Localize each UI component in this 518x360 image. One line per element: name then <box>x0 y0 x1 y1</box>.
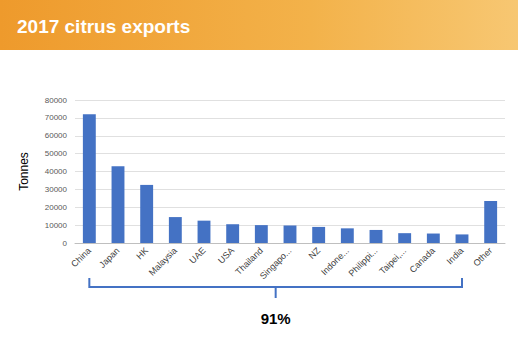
svg-text:30000: 30000 <box>45 185 68 194</box>
svg-text:40000: 40000 <box>45 167 68 176</box>
svg-text:Canada: Canada <box>408 245 437 274</box>
svg-text:Japan: Japan <box>97 245 121 269</box>
svg-text:HK: HK <box>134 245 150 261</box>
svg-text:NZ: NZ <box>307 245 323 261</box>
svg-text:UAE: UAE <box>187 245 207 265</box>
svg-text:80000: 80000 <box>45 96 68 105</box>
svg-text:USA: USA <box>216 245 236 265</box>
svg-text:60000: 60000 <box>45 131 68 140</box>
svg-text:Thailand: Thailand <box>233 245 265 277</box>
svg-text:70000: 70000 <box>45 113 68 122</box>
svg-text:China: China <box>69 245 93 269</box>
svg-text:20000: 20000 <box>45 203 68 212</box>
svg-text:India: India <box>445 245 466 266</box>
svg-text:Indone...: Indone... <box>319 245 351 277</box>
svg-text:50000: 50000 <box>45 149 68 158</box>
svg-text:Tonnes: Tonnes <box>17 152 31 191</box>
svg-text:Other: Other <box>471 245 494 268</box>
svg-text:0: 0 <box>63 239 68 248</box>
svg-text:Malaysia: Malaysia <box>147 245 179 277</box>
svg-text:Philippi...: Philippi... <box>347 245 380 278</box>
svg-text:10000: 10000 <box>45 221 68 230</box>
svg-text:2017 citrus exports: 2017 citrus exports <box>17 16 190 37</box>
svg-text:91%: 91% <box>261 310 291 327</box>
svg-text:Taipei,...: Taipei,... <box>377 245 408 276</box>
svg-text:Singapo...: Singapo... <box>258 245 294 281</box>
